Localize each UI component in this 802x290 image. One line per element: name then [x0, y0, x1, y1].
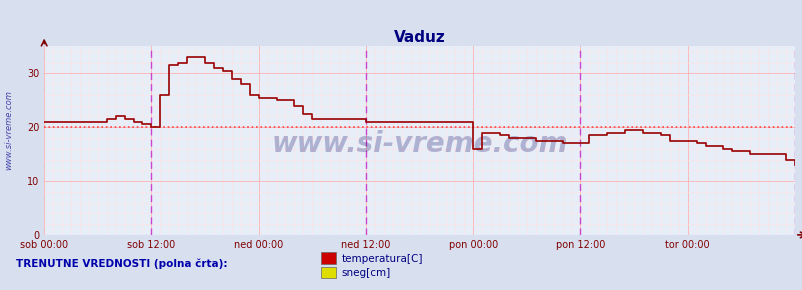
Text: www.si-vreme.com: www.si-vreme.com: [271, 130, 567, 158]
Text: www.si-vreme.com: www.si-vreme.com: [4, 90, 13, 171]
Text: sneg[cm]: sneg[cm]: [341, 268, 390, 278]
Text: TRENUTNE VREDNOSTI (polna črta):: TRENUTNE VREDNOSTI (polna črta):: [16, 258, 227, 269]
Text: temperatura[C]: temperatura[C]: [341, 254, 422, 264]
Title: Vaduz: Vaduz: [393, 30, 445, 45]
